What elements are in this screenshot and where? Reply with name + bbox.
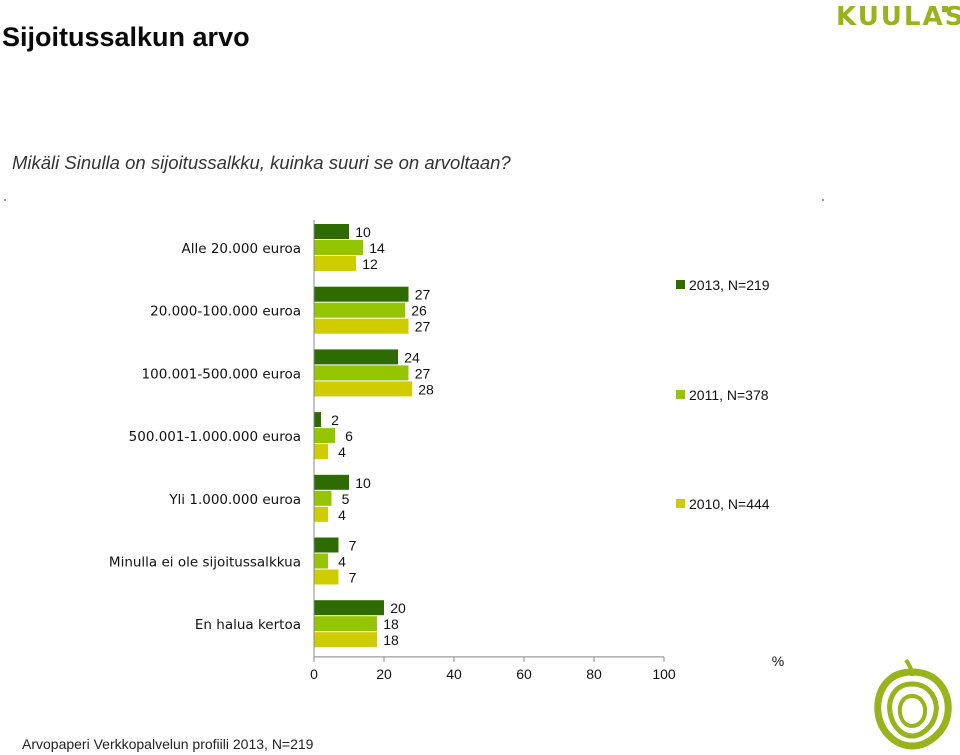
data-label: 24 [404, 349, 420, 365]
logo-dot-icon [942, 6, 948, 12]
survey-question: Mikäli Sinulla on sijoitussalkku, kuinka… [12, 152, 511, 173]
x-tick-label: 100 [652, 666, 676, 682]
legend-swatch [676, 499, 685, 508]
bar [314, 600, 384, 616]
x-tick-label: 40 [446, 666, 462, 682]
data-label: 14 [369, 240, 385, 256]
data-label: 12 [362, 256, 378, 272]
legend-label: 2010, N=444 [689, 496, 770, 512]
data-label: 27 [415, 365, 431, 381]
bar [314, 474, 349, 490]
x-axis: 0 20 40 60 80 100% [310, 220, 784, 682]
bar [314, 318, 409, 334]
bar [314, 537, 339, 553]
bar [314, 490, 332, 506]
data-label: 28 [418, 381, 434, 397]
data-label: 10 [355, 475, 371, 491]
bar [314, 240, 363, 255]
kuulas-apple-logo-icon [874, 658, 952, 750]
category-label: 100.001-500.000 euroa [142, 366, 301, 382]
legend-label: 2013, N=219 [689, 277, 770, 293]
data-label: 4 [338, 554, 346, 570]
x-tick-label: 80 [586, 666, 602, 682]
legend-label: 2011, N=378 [689, 387, 769, 403]
data-label: 7 [349, 570, 357, 586]
bar [314, 428, 335, 444]
category-label: Yli 1.000.000 euroa [168, 492, 301, 508]
corner-mark [822, 199, 824, 201]
bar [314, 553, 328, 569]
data-label: 6 [345, 428, 353, 444]
bar [314, 616, 377, 632]
corner-mark [4, 199, 6, 201]
page-title: Sijoitussalkun arvo [2, 22, 250, 52]
bar [314, 256, 356, 271]
legend-swatch [676, 390, 685, 399]
category-label: 500.001-1.000.000 euroa [129, 429, 301, 445]
data-label: 20 [390, 600, 406, 616]
data-label: 27 [415, 287, 431, 303]
bar [314, 444, 328, 460]
chart-legend: 2013, N=219 2011, N=378 2010, N=444 [676, 277, 770, 512]
bar [314, 224, 349, 239]
data-label: 7 [349, 538, 357, 554]
data-label: 4 [338, 507, 346, 523]
bar [314, 365, 409, 381]
legend-swatch [676, 280, 685, 289]
data-label: 27 [415, 319, 431, 335]
bar [314, 506, 328, 522]
footer-source: Arvopaperi Verkkopalvelun profiili 2013,… [22, 736, 314, 752]
data-label: 5 [342, 491, 350, 507]
x-tick-label: 20 [376, 666, 392, 682]
x-tick-label: 0 [310, 666, 318, 682]
bar [314, 349, 398, 365]
bar [314, 412, 321, 428]
data-label: 18 [383, 616, 399, 632]
bar [314, 569, 339, 585]
category-label: Alle 20.000 euroa [181, 241, 301, 257]
data-label: 4 [338, 444, 346, 460]
data-label: 18 [383, 632, 399, 648]
bar [314, 632, 377, 648]
bar [314, 286, 409, 302]
unit-label: % [772, 653, 784, 669]
category-label: 20.000-100.000 euroa [150, 304, 301, 320]
bar [314, 381, 412, 397]
bar [314, 302, 405, 318]
data-label: 2 [331, 412, 339, 428]
data-label: 10 [355, 224, 371, 240]
kuulas-logo: KUULAS [836, 2, 960, 32]
category-label: Minulla ei ole sijoitussalkkua [109, 555, 301, 571]
data-label: 26 [411, 303, 427, 319]
category-label: En halua kertoa [195, 617, 301, 633]
x-tick-label: 60 [516, 666, 532, 682]
